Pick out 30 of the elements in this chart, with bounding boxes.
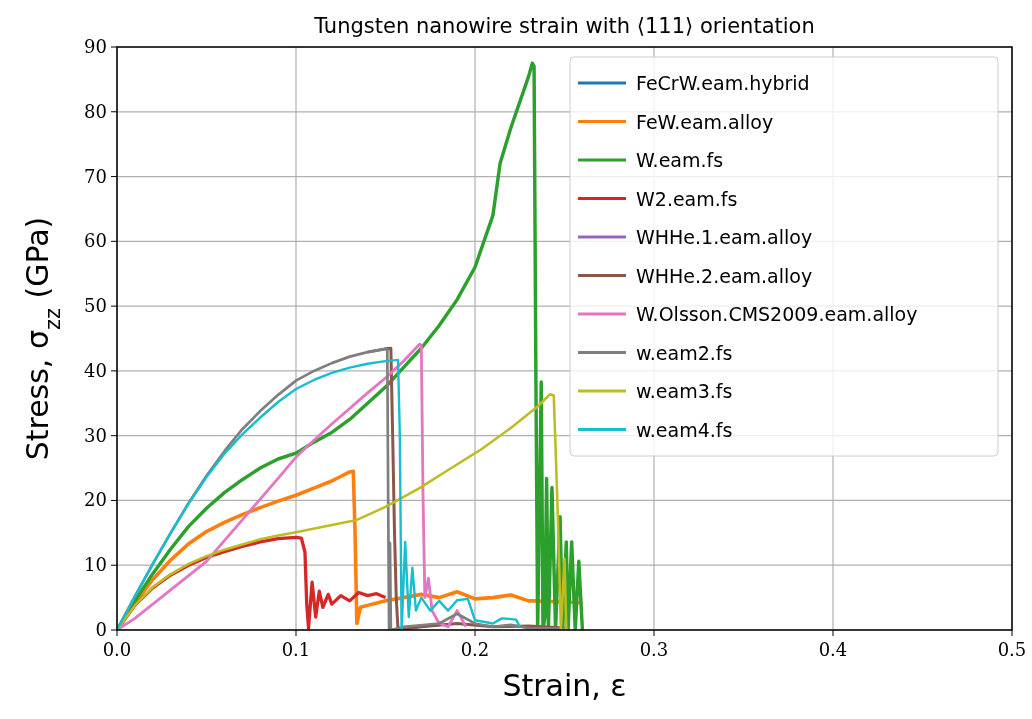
legend-label: FeCrW.eam.hybrid (636, 72, 810, 94)
x-axis-title: Strain, ε (502, 668, 627, 703)
y-tick-label: 80 (84, 100, 107, 122)
y-tick-label: 90 (84, 36, 107, 57)
legend-label: W.Olsson.CMS2009.eam.alloy (636, 303, 918, 325)
x-tick-label: 0.4 (818, 639, 848, 660)
legend-label: WHHe.1.eam.alloy (636, 226, 813, 248)
y-tick-label: 0 (95, 619, 107, 640)
legend-label: FeW.eam.alloy (636, 110, 774, 133)
x-tick-label: 0.3 (639, 639, 669, 660)
legend-label: w.eam4.fs (636, 418, 733, 441)
y-tick-label: 70 (84, 165, 107, 187)
legend-label: W.eam.fs (636, 149, 724, 171)
y-tick-label: 20 (84, 489, 107, 511)
x-tick-label: 0.1 (281, 639, 311, 660)
line-series (117, 342, 468, 630)
legend-label: w.eam2.fs (636, 341, 733, 364)
y-tick-label: 50 (84, 295, 107, 317)
y-tick-label: 30 (84, 424, 107, 446)
y-tick-label: 40 (84, 359, 107, 381)
x-tick-label: 0.2 (460, 639, 490, 660)
legend-label: WHHe.2.eam.alloy (636, 264, 813, 287)
y-tick-label: 10 (84, 554, 107, 576)
chart-title: Tungsten nanowire strain with ⟨111⟩ orientation (313, 14, 815, 38)
x-tick-label: 0.5 (997, 639, 1027, 660)
legend-label: w.eam3.fs (636, 380, 733, 402)
y-tick-label: 60 (84, 230, 107, 252)
line-series (117, 392, 568, 630)
legend-label: W2.eam.fs (636, 187, 738, 210)
x-tick-label: 0.0 (102, 639, 132, 660)
